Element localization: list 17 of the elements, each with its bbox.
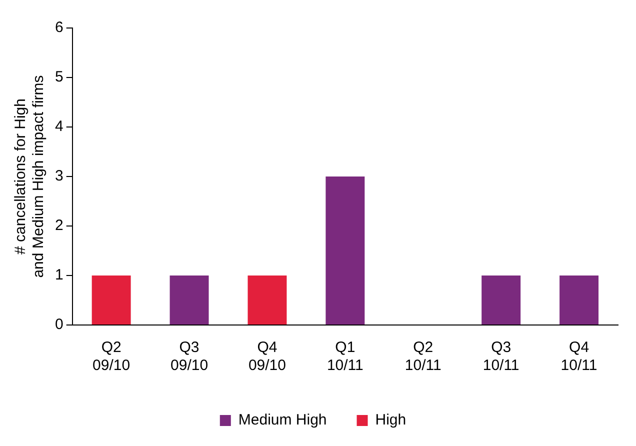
x-tick-label: Q4 09/10 [248, 339, 286, 374]
x-tick-label: Q3 10/11 [482, 339, 520, 374]
legend-label: High [375, 412, 406, 429]
x-tick-label: Q4 10/11 [560, 339, 598, 374]
x-tick-label: Q2 09/10 [92, 339, 130, 374]
y-tick-label: 6 [55, 19, 64, 36]
x-tick-label: Q1 10/11 [326, 339, 364, 374]
x-tick-label: Q2 10/11 [404, 339, 442, 374]
y-tick-label: 3 [55, 168, 64, 185]
y-tick-label: 5 [55, 68, 64, 86]
y-axis-title: # cancellations for High and Medium High impact firms [12, 75, 48, 278]
y-tick-label: 2 [55, 217, 64, 234]
x-tick-label: Q3 09/10 [170, 339, 208, 374]
y-tick-label: 0 [55, 316, 64, 334]
y-tick-label: 4 [55, 118, 64, 136]
legend-label: Medium High [238, 412, 327, 429]
y-tick-label: 1 [55, 266, 64, 284]
